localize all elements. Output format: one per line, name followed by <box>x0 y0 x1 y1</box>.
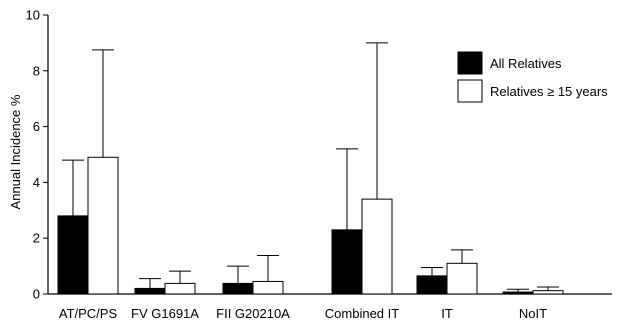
bar <box>164 282 196 295</box>
bar <box>331 229 363 295</box>
y-axis-title: Annual Incidence % <box>8 94 23 209</box>
bar <box>361 198 393 295</box>
x-tick-label: Combined IT <box>325 306 399 321</box>
legend-swatch <box>457 79 483 103</box>
x-tick-label: NoIT <box>519 306 547 321</box>
bar <box>416 275 448 295</box>
y-tick-label: 2 <box>33 231 40 246</box>
y-tick-label: 6 <box>33 119 40 134</box>
y-tick-label: 4 <box>33 175 40 190</box>
bar <box>134 287 166 295</box>
x-tick-label: IT <box>441 306 453 321</box>
bars <box>57 42 564 295</box>
legend-label: All Relatives <box>490 56 562 71</box>
legend-label: Relatives ≥ 15 years <box>490 84 608 99</box>
x-tick-label: AT/PC/PS <box>59 306 118 321</box>
bar <box>502 291 534 295</box>
y-tick-label: 10 <box>26 8 40 23</box>
bar <box>87 156 119 295</box>
x-tick-label: FV G1691A <box>131 306 199 321</box>
legend: All Relatives Relatives ≥ 15 years <box>457 51 608 103</box>
legend-swatch <box>457 51 483 75</box>
bar <box>57 215 89 295</box>
bar <box>222 282 254 295</box>
bar <box>252 280 284 295</box>
bar <box>532 290 564 295</box>
x-tick-label: FII G20210A <box>216 306 290 321</box>
bar <box>446 262 478 295</box>
y-tick-label: 8 <box>33 63 40 78</box>
y-tick-label: 0 <box>33 287 40 302</box>
